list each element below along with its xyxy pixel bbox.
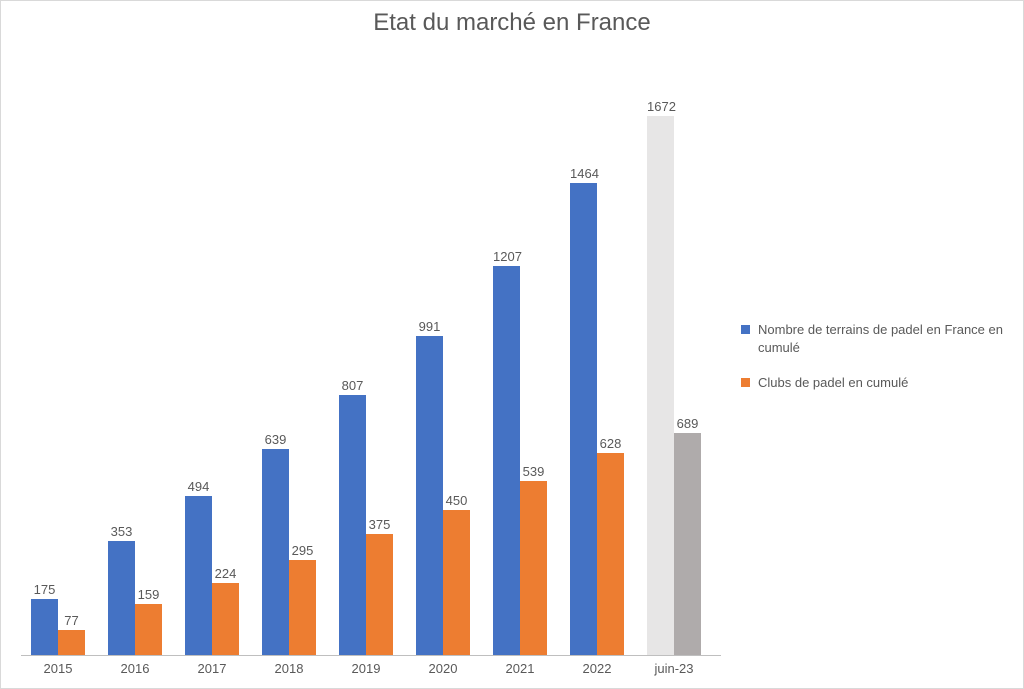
x-tick-label: juin-23 — [654, 661, 693, 676]
clubs-bar: 450 — [443, 510, 470, 655]
bar-group: 1464628 — [570, 76, 624, 655]
clubs-bar: 159 — [135, 604, 162, 655]
bar-group: 807375 — [339, 76, 393, 655]
terrains-bar: 494 — [185, 496, 212, 655]
bar-value: 807 — [339, 378, 366, 393]
bar-group: 17577 — [31, 76, 85, 655]
x-tick-label: 2015 — [44, 661, 73, 676]
clubs-bar: 689 — [674, 433, 701, 655]
bar-value: 1672 — [647, 99, 674, 114]
legend-swatch-icon — [741, 378, 750, 387]
x-tick-label: 2017 — [198, 661, 227, 676]
terrains-bar: 1207 — [493, 266, 520, 655]
bar-value: 450 — [443, 493, 470, 508]
bar-value: 175 — [31, 582, 58, 597]
bar-group: 494224 — [185, 76, 239, 655]
bar-group: 1672689 — [647, 76, 701, 655]
plot-area: 1757735315949422463929580737599145012075… — [21, 76, 721, 656]
legend-label: Nombre de terrains de padel en France en… — [758, 321, 1015, 356]
bar-value: 77 — [58, 613, 85, 628]
bar-value: 295 — [289, 543, 316, 558]
terrains-bar: 639 — [262, 449, 289, 655]
clubs-bar: 375 — [366, 534, 393, 655]
bar-value: 224 — [212, 566, 239, 581]
bar-value: 1464 — [570, 166, 597, 181]
clubs-bar: 295 — [289, 560, 316, 655]
x-tick-label: 2022 — [583, 661, 612, 676]
bar-group: 991450 — [416, 76, 470, 655]
terrains-bar: 1672 — [647, 116, 674, 655]
bar-value: 1207 — [493, 249, 520, 264]
bar-group: 1207539 — [493, 76, 547, 655]
x-tick-label: 2019 — [352, 661, 381, 676]
legend-item: Clubs de padel en cumulé — [741, 374, 1015, 392]
chart-container: Etat du marché en France 175773531594942… — [0, 0, 1024, 689]
bar-value: 639 — [262, 432, 289, 447]
terrains-bar: 1464 — [570, 183, 597, 655]
bar-value: 991 — [416, 319, 443, 334]
bar-value: 159 — [135, 587, 162, 602]
clubs-bar: 224 — [212, 583, 239, 655]
bar-value: 375 — [366, 517, 393, 532]
bar-group: 353159 — [108, 76, 162, 655]
bar-value: 494 — [185, 479, 212, 494]
bar-value: 628 — [597, 436, 624, 451]
bar-value: 689 — [674, 416, 701, 431]
chart-title: Etat du marché en France — [1, 1, 1023, 37]
bar-value: 539 — [520, 464, 547, 479]
bar-group: 639295 — [262, 76, 316, 655]
x-tick-label: 2018 — [275, 661, 304, 676]
legend: Nombre de terrains de padel en France en… — [741, 321, 1015, 410]
bar-value: 353 — [108, 524, 135, 539]
legend-swatch-icon — [741, 325, 750, 334]
terrains-bar: 991 — [416, 336, 443, 655]
x-tick-label: 2020 — [429, 661, 458, 676]
clubs-bar: 539 — [520, 481, 547, 655]
clubs-bar: 628 — [597, 453, 624, 655]
x-tick-label: 2021 — [506, 661, 535, 676]
terrains-bar: 807 — [339, 395, 366, 655]
clubs-bar: 77 — [58, 630, 85, 655]
legend-item: Nombre de terrains de padel en France en… — [741, 321, 1015, 356]
terrains-bar: 353 — [108, 541, 135, 655]
x-tick-label: 2016 — [121, 661, 150, 676]
terrains-bar: 175 — [31, 599, 58, 655]
legend-label: Clubs de padel en cumulé — [758, 374, 908, 392]
